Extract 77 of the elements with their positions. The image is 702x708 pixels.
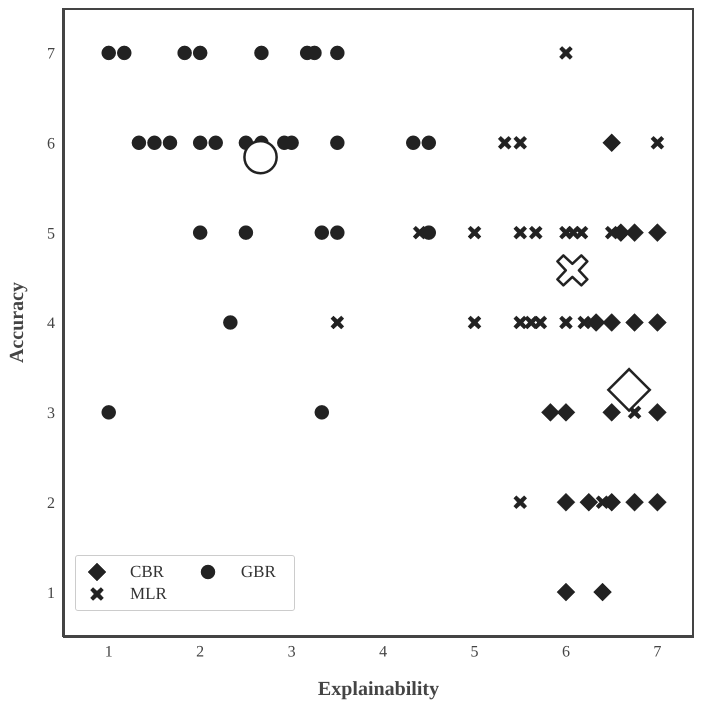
point xyxy=(330,225,345,240)
point xyxy=(556,492,576,512)
x-tick-label: 2 xyxy=(196,643,204,660)
x-axis-title: Explainability xyxy=(318,678,440,700)
point xyxy=(529,226,543,240)
point xyxy=(412,226,426,240)
y-tick-label: 1 xyxy=(47,584,55,602)
point xyxy=(602,134,621,152)
point xyxy=(422,136,436,150)
point xyxy=(208,136,223,150)
point xyxy=(556,582,576,602)
point xyxy=(541,403,560,422)
point xyxy=(513,495,527,509)
point xyxy=(593,582,612,602)
point xyxy=(314,405,330,420)
point xyxy=(625,313,644,332)
point xyxy=(574,226,588,240)
point xyxy=(586,313,606,332)
point xyxy=(101,405,116,420)
x-tick-label: 3 xyxy=(288,643,296,660)
point xyxy=(604,226,618,240)
point xyxy=(147,136,162,150)
point xyxy=(648,403,667,422)
point xyxy=(192,46,208,60)
point xyxy=(468,226,482,240)
y-axis-title: Accuracy xyxy=(6,282,28,364)
x-tick-label: 1 xyxy=(104,643,113,660)
point xyxy=(513,226,527,240)
point xyxy=(534,316,548,330)
point xyxy=(468,316,482,330)
point xyxy=(132,136,146,150)
point xyxy=(101,46,116,60)
point xyxy=(596,495,610,509)
point xyxy=(330,316,344,330)
y-tick-label: 5 xyxy=(47,225,55,242)
y-tick-label: 4 xyxy=(47,315,55,332)
point xyxy=(650,136,664,150)
point xyxy=(648,492,667,512)
point xyxy=(314,225,330,240)
point xyxy=(243,140,278,175)
point xyxy=(602,313,621,332)
x-tick-label: 6 xyxy=(562,643,570,660)
point xyxy=(223,315,238,330)
point xyxy=(192,136,208,150)
y-tick-label: 6 xyxy=(47,135,55,152)
point xyxy=(254,46,269,60)
x-tick-label: 5 xyxy=(470,643,479,660)
legend-label: GBR xyxy=(240,562,276,582)
point xyxy=(117,46,132,60)
point xyxy=(238,225,254,240)
point xyxy=(580,492,598,512)
x-tick-label: 7 xyxy=(653,643,662,660)
point xyxy=(625,492,644,512)
point xyxy=(330,46,345,60)
point xyxy=(177,46,192,60)
point xyxy=(513,136,527,150)
y-tick-label: 7 xyxy=(47,46,55,63)
point xyxy=(162,136,178,150)
y-tick-label: 2 xyxy=(47,494,55,512)
point xyxy=(607,368,652,412)
point xyxy=(406,136,420,150)
point xyxy=(556,403,576,422)
point xyxy=(602,403,621,422)
point xyxy=(513,316,527,330)
legend-label: MLR xyxy=(130,584,167,604)
x-tick-label: 4 xyxy=(379,643,388,660)
point xyxy=(648,313,667,332)
y-tick-label: 3 xyxy=(47,405,55,422)
point xyxy=(556,254,589,287)
point xyxy=(559,316,573,330)
point xyxy=(498,136,512,150)
point xyxy=(648,223,667,242)
point xyxy=(192,225,208,240)
point xyxy=(578,316,592,330)
point xyxy=(330,136,345,150)
point xyxy=(559,46,573,60)
legend-label: CBR xyxy=(130,562,164,582)
